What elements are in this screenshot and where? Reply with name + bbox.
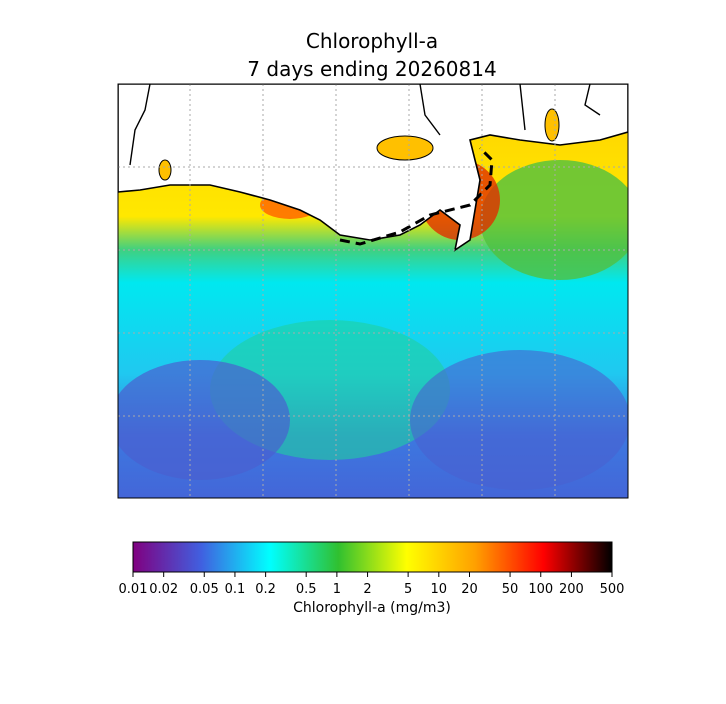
tick-label: 0.5 [296,582,317,597]
tick-label: 20 [461,582,478,597]
title-line: Chlorophyll-a [306,29,438,53]
title-line: 7 days ending 20260814 [247,57,496,81]
colorbar [132,541,613,573]
tick-label: 0.02 [149,582,178,597]
tick-label: 50 [502,582,519,597]
map-frame [117,83,629,499]
tick-label: 100 [528,582,553,597]
tick-label: 0.05 [190,582,219,597]
map [118,84,628,498]
tick-label: 10 [431,582,448,597]
tick-label: 500 [600,582,625,597]
tick-label: 0.01 [119,582,148,597]
tick-label: 0.2 [255,582,276,597]
tick-label: 1 [333,582,341,597]
tick-label: 200 [559,582,584,597]
colorbar-label: Chlorophyll-a (mg/m3) [293,600,451,616]
tick-label: 2 [363,582,371,597]
tick-label: 0.1 [225,582,246,597]
tick-label: 5 [404,582,412,597]
